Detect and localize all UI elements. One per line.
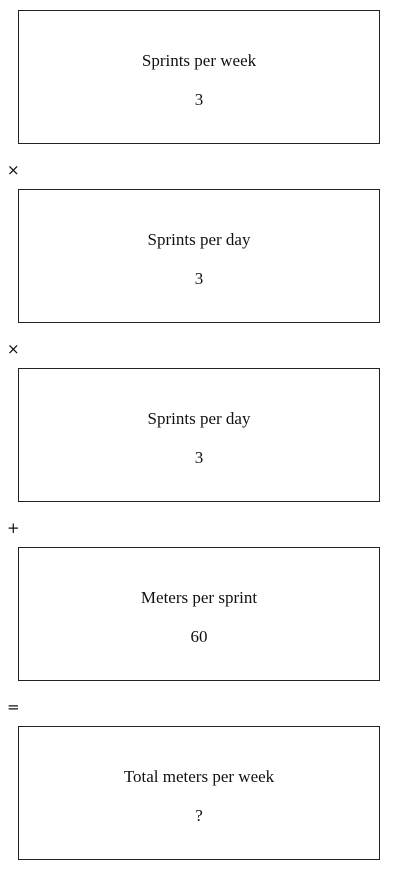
box-label: Meters per sprint xyxy=(140,588,258,607)
box-label: Sprints per day xyxy=(147,409,251,428)
box-label: Sprints per day xyxy=(147,230,251,249)
total-meters-per-week-box: Total meters per week ? xyxy=(18,726,380,860)
box-value: 3 xyxy=(194,269,204,288)
sprints-per-week-box: Sprints per week 3 xyxy=(18,10,380,144)
multiply-operator: × xyxy=(7,161,20,179)
box-value: 3 xyxy=(194,448,204,467)
box-value: 3 xyxy=(194,90,204,109)
box-value: 60 xyxy=(190,627,208,646)
sprints-per-day-box: Sprints per day 3 xyxy=(18,189,380,323)
box-label: Total meters per week xyxy=(123,767,275,786)
meters-per-sprint-box: Meters per sprint 60 xyxy=(18,547,380,681)
sprints-per-day-box-2: Sprints per day 3 xyxy=(18,368,380,502)
plus-operator: + xyxy=(7,519,20,537)
box-value: ? xyxy=(195,806,203,825)
multiply-operator: × xyxy=(7,340,20,358)
box-label: Sprints per week xyxy=(141,51,257,70)
equals-operator: = xyxy=(7,698,20,716)
